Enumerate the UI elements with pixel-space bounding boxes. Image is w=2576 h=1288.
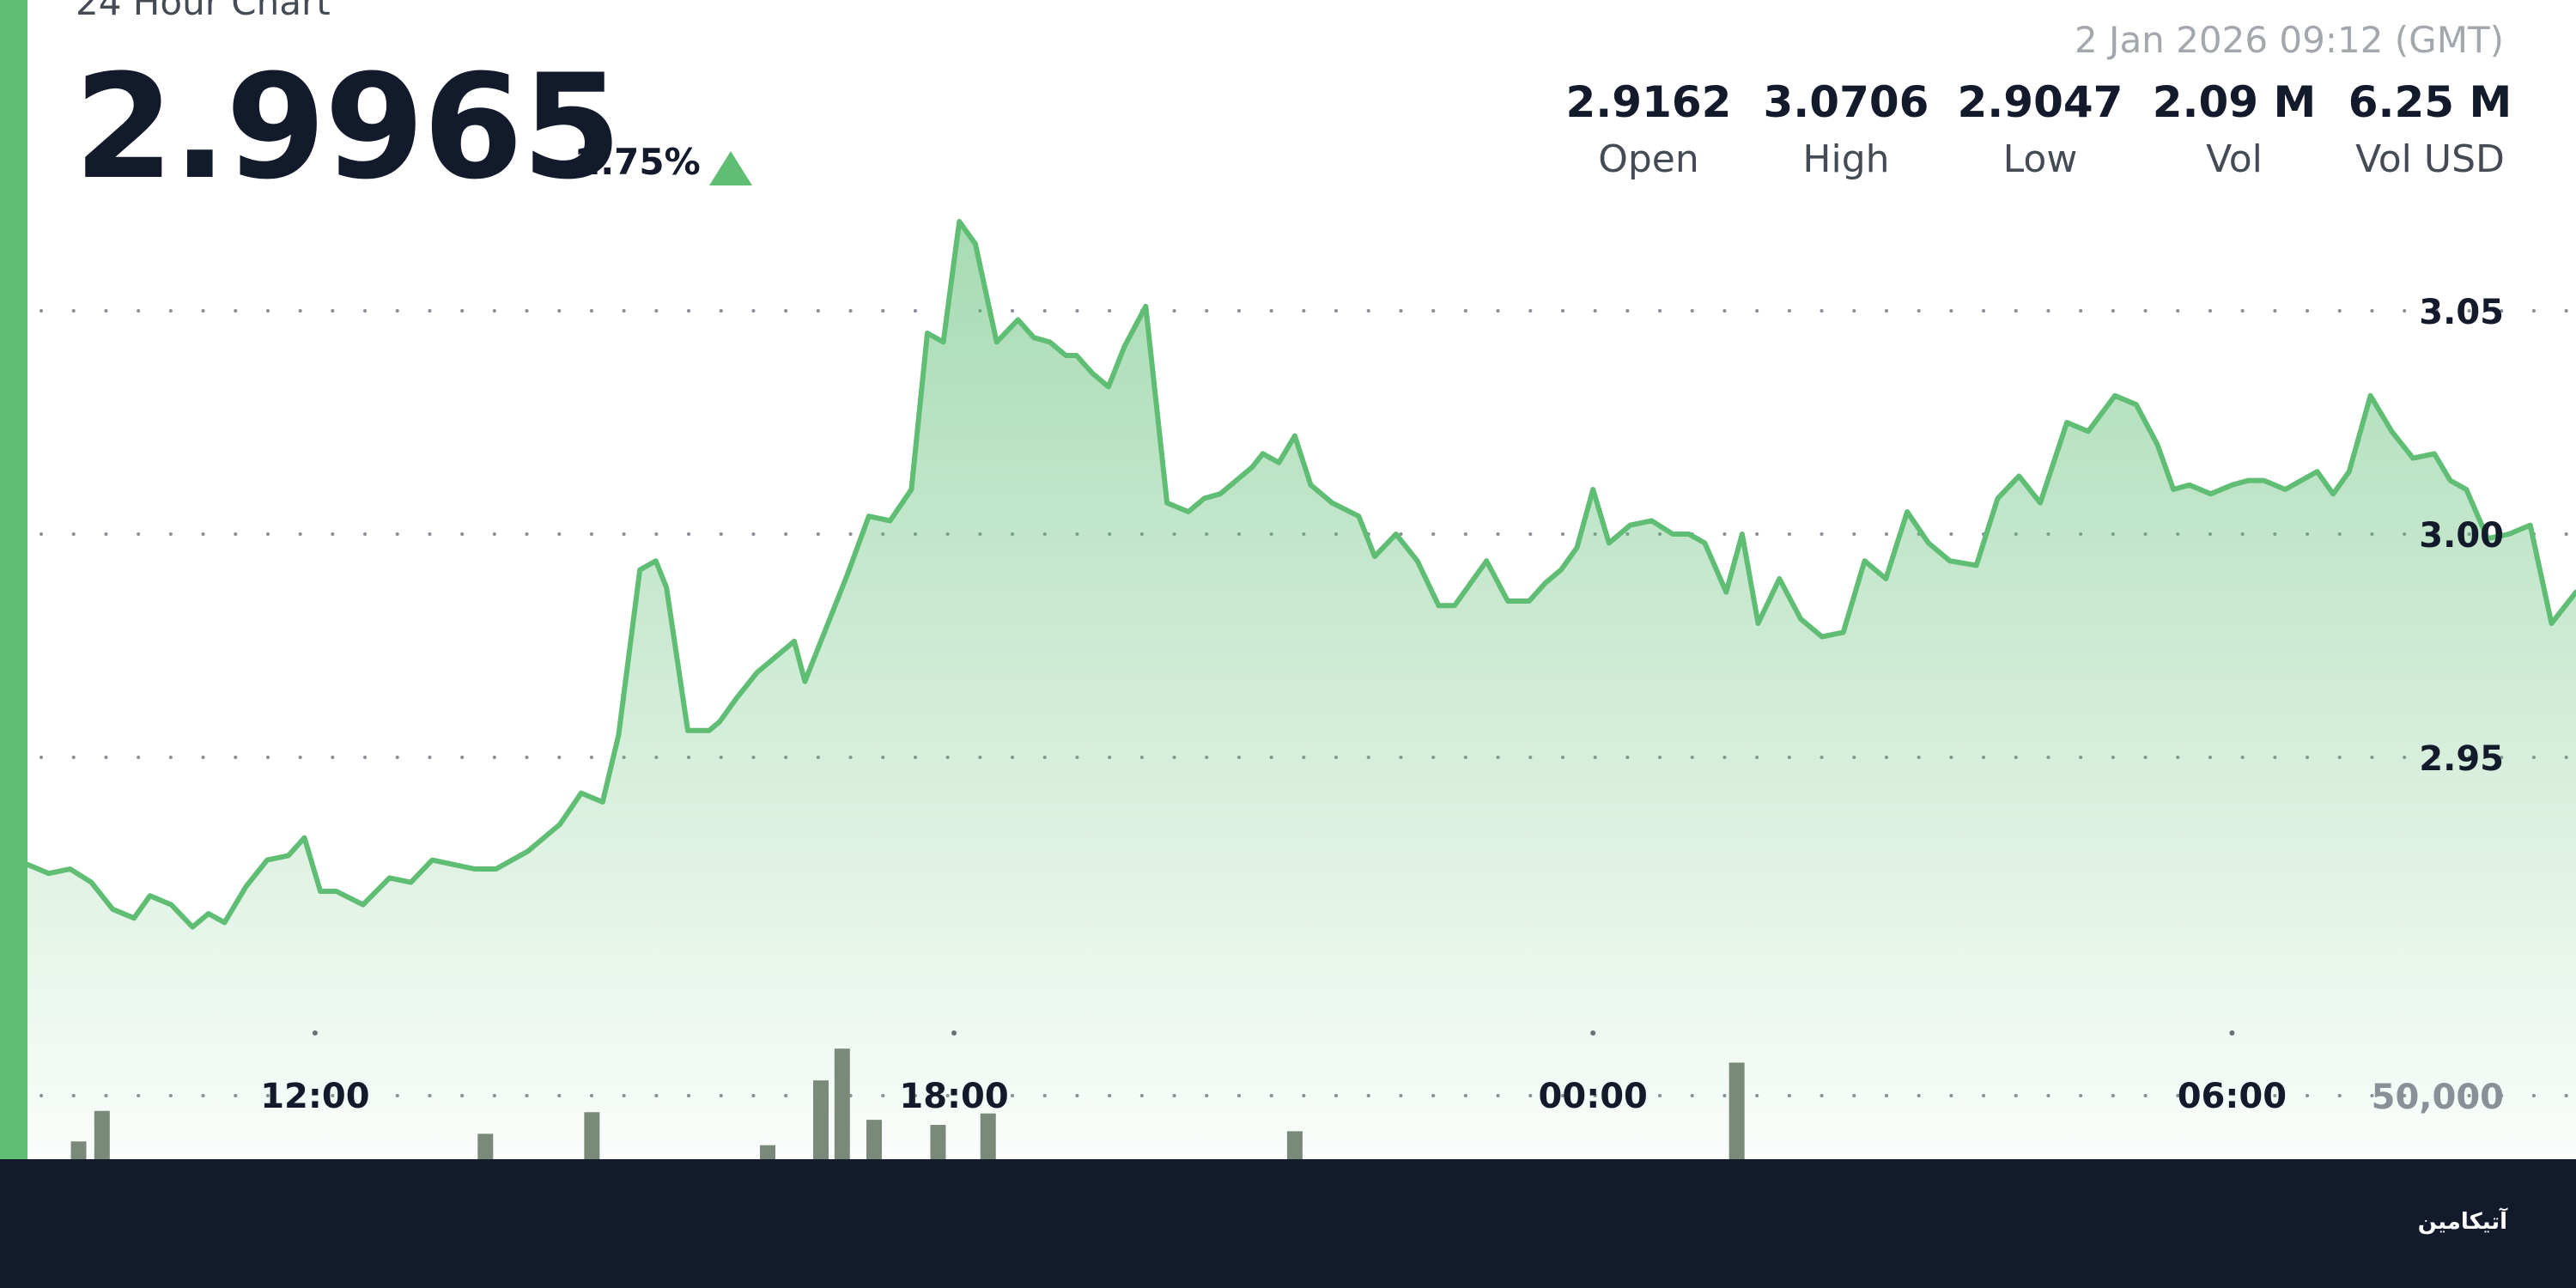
x-tick-mark <box>951 1030 957 1036</box>
stat-vol-label: Vol <box>2206 137 2263 181</box>
stat-high: 3.0706 High <box>1760 81 1932 179</box>
volume-bar <box>813 1080 829 1159</box>
stat-low-label: Low <box>2002 137 2078 181</box>
y-tick-label: 3.05 <box>2419 293 2504 332</box>
y-tick-label: 3.00 <box>2419 516 2504 556</box>
volume-bar <box>94 1110 110 1159</box>
stat-high-label: High <box>1802 137 1890 181</box>
timestamp: 2 Jan 2026 09:12 (GMT) <box>2074 19 2504 61</box>
stat-vol-value: 2.09 M <box>2152 77 2317 127</box>
footer-logo: آتیکامین <box>2417 1209 2507 1235</box>
price-line <box>25 219 2576 930</box>
stat-open-label: Open <box>1598 137 1699 181</box>
stat-vol-usd: 6.25 M Vol USD <box>2344 81 2516 179</box>
footer-bar: آتیکامین <box>0 1159 2576 1288</box>
volume-bar <box>930 1125 946 1159</box>
stat-vol: 2.09 M Vol <box>2148 81 2320 179</box>
volume-bar <box>759 1145 775 1159</box>
volume-bar <box>477 1133 494 1159</box>
stat-high-value: 3.0706 <box>1763 77 1929 127</box>
stat-low-value: 2.9047 <box>1957 77 2123 127</box>
stat-low: 2.9047 Low <box>1954 81 2126 179</box>
x-tick-label: 06:00 <box>2178 1077 2287 1116</box>
x-tick-mark <box>312 1030 318 1036</box>
price-change-percent: 2.75% <box>575 141 701 183</box>
chart-title: 24 Hour Chart <box>76 0 331 23</box>
axis-labels: 3.05 3.00 2.95 50,000 12:00 18:00 00:00 06:00 <box>260 293 2504 1117</box>
x-tick-label: 18:00 <box>899 1077 1008 1116</box>
x-tick-label: 00:00 <box>1539 1077 1648 1116</box>
volume-bar <box>584 1112 600 1159</box>
y-tick-label: 2.95 <box>2419 739 2504 779</box>
triangle-up-icon <box>709 151 752 185</box>
price-area <box>27 222 2576 1159</box>
volume-bar <box>1286 1131 1303 1159</box>
volume-bar <box>1728 1062 1745 1159</box>
volume-bar <box>980 1113 996 1159</box>
volume-bars <box>70 1048 1745 1159</box>
x-tick-mark <box>2229 1030 2235 1036</box>
volume-bar <box>834 1048 850 1159</box>
stat-open: 2.9162 Open <box>1563 81 1735 179</box>
volume-bar <box>866 1120 883 1159</box>
current-price: 2.9965 <box>74 43 622 211</box>
volume-axis-label: 50,000 <box>2372 1078 2504 1117</box>
stat-open-value: 2.9162 <box>1565 77 1732 127</box>
stat-vol-usd-label: Vol USD <box>2355 137 2505 181</box>
volume-bar <box>70 1141 87 1159</box>
x-tick-label: 12:00 <box>260 1077 369 1116</box>
accent-bar <box>0 0 27 1159</box>
stat-vol-usd-value: 6.25 M <box>2348 77 2512 127</box>
x-tick-mark <box>1590 1030 1596 1036</box>
price-chart: 3.05 3.00 2.95 50,000 12:00 18:00 00:00 06:00 <box>25 219 2576 1159</box>
